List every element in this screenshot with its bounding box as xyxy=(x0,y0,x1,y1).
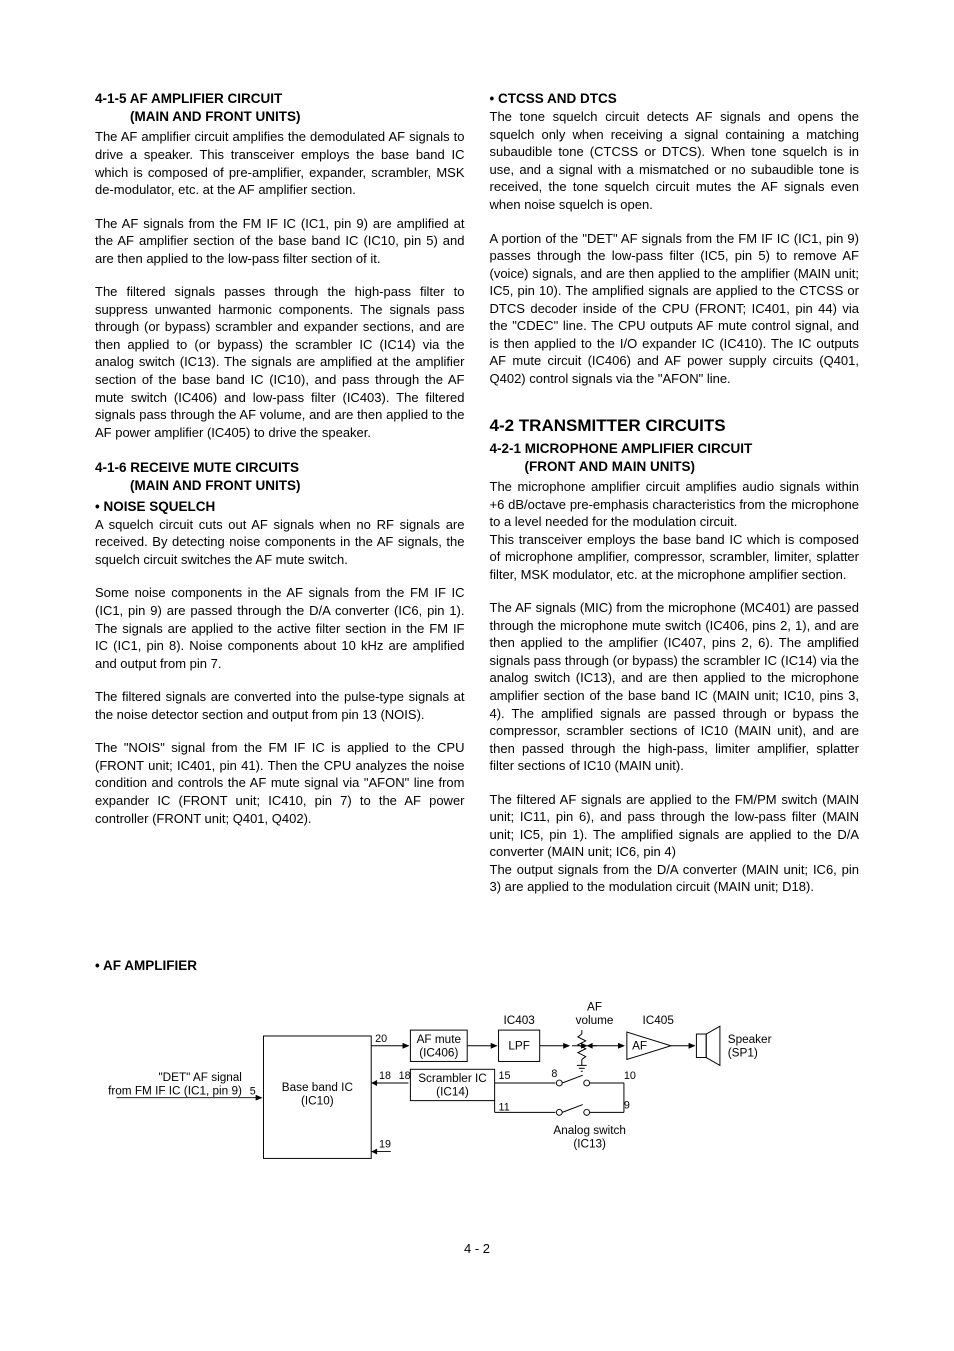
para-4-1-6-1: A squelch circuit cuts out AF signals wh… xyxy=(95,516,465,569)
diagram-pin-18b: 18 xyxy=(399,1070,411,1082)
diagram-pin-5: 5 xyxy=(250,1086,256,1098)
heading-4-2-1: 4-2-1 MICROPHONE AMPLIFIER CIRCUIT (FRON… xyxy=(490,440,860,476)
diagram-pin-15: 15 xyxy=(499,1070,511,1082)
para-4-2-1-2: This transceiver employs the base band I… xyxy=(490,531,860,584)
diagram-scrambler-l2: (IC14) xyxy=(436,1086,469,1099)
para-4-2-1-1: The microphone amplifier circuit amplifi… xyxy=(490,478,860,531)
af-amplifier-block-diagram: "DET" AF signal from FM IF IC (IC1, pin … xyxy=(95,985,859,1181)
diagram-afmute-l1: AF mute xyxy=(417,1033,462,1046)
para-ctcss-1: The tone squelch circuit detects AF sign… xyxy=(490,108,860,213)
heading-4-2-1-main: 4-2-1 MICROPHONE AMPLIFIER CIRCUIT xyxy=(490,441,753,456)
diagram-pin-20: 20 xyxy=(375,1033,387,1045)
diagram-baseband-l2: (IC10) xyxy=(301,1095,334,1108)
diagram-pin-11: 11 xyxy=(499,1101,510,1113)
heading-4-1-5-main: 4-1-5 AF AMPLIFIER CIRCUIT xyxy=(95,91,282,106)
heading-4-1-6-sub: (MAIN AND FRONT UNITS) xyxy=(95,477,465,495)
para-4-2-1-4: The filtered AF signals are applied to t… xyxy=(490,791,860,861)
diagram-speaker-l1: Speaker xyxy=(728,1033,772,1046)
heading-4-1-6: 4-1-6 RECEIVE MUTE CIRCUITS (MAIN AND FR… xyxy=(95,459,465,495)
para-4-2-1-5: The output signals from the D/A converte… xyxy=(490,861,860,896)
diagram-afmute-l2: (IC406) xyxy=(419,1047,458,1060)
para-4-1-5-3: The filtered signals passes through the … xyxy=(95,283,465,441)
diagram-af-amp-label: AF xyxy=(632,1040,647,1053)
diagram-afvol-l1: AF xyxy=(587,1001,602,1014)
heading-4-2: 4-2 TRANSMITTER CIRCUITS xyxy=(490,415,860,437)
diagram-pin-18a: 18 xyxy=(379,1070,391,1082)
diagram-scrambler-l1: Scrambler IC xyxy=(418,1072,487,1085)
para-4-1-5-2: The AF signals from the FM IF IC (IC1, p… xyxy=(95,215,465,268)
left-column: 4-1-5 AF AMPLIFIER CIRCUIT (MAIN AND FRO… xyxy=(95,90,465,912)
diagram-pin-8: 8 xyxy=(551,1068,557,1080)
block-diagram-svg: "DET" AF signal from FM IF IC (IC1, pin … xyxy=(95,985,859,1181)
diagram-speaker-l2: (SP1) xyxy=(728,1047,758,1060)
page-number: 4 - 2 xyxy=(95,1241,859,1256)
diagram-input-label1: "DET" AF signal xyxy=(158,1071,241,1084)
diagram-afvol-l2: volume xyxy=(576,1014,614,1027)
para-ctcss-2: A portion of the "DET" AF signals from t… xyxy=(490,230,860,388)
heading-4-1-5: 4-1-5 AF AMPLIFIER CIRCUIT (MAIN AND FRO… xyxy=(95,90,465,126)
diagram-pin-9: 9 xyxy=(624,1099,630,1111)
diagram-baseband-l1: Base band IC xyxy=(282,1081,354,1094)
para-4-1-6-4: The "NOIS" signal from the FM IF IC is a… xyxy=(95,739,465,827)
heading-ctcss-dtcs: • CTCSS AND DTCS xyxy=(490,90,860,108)
right-column: • CTCSS AND DTCS The tone squelch circui… xyxy=(490,90,860,912)
heading-4-1-5-sub: (MAIN AND FRONT UNITS) xyxy=(95,108,465,126)
diagram-analog-l2: (IC13) xyxy=(573,1138,606,1151)
heading-4-2-1-sub: (FRONT AND MAIN UNITS) xyxy=(490,458,860,476)
para-4-1-6-2: Some noise components in the AF signals … xyxy=(95,584,465,672)
heading-4-1-6-main: 4-1-6 RECEIVE MUTE CIRCUITS xyxy=(95,460,299,475)
diagram-pin-19: 19 xyxy=(379,1139,391,1151)
heading-noise-squelch: • NOISE SQUELCH xyxy=(95,498,465,516)
para-4-2-1-3: The AF signals (MIC) from the microphone… xyxy=(490,599,860,774)
diagram-pin-10: 10 xyxy=(624,1070,636,1082)
diagram-input-label2: from FM IF IC (IC1, pin 9) xyxy=(108,1085,242,1098)
diagram-lpf-label: LPF xyxy=(508,1040,530,1053)
diagram-analog-l1: Analog switch xyxy=(553,1124,626,1137)
diagram-ic405-label: IC405 xyxy=(643,1014,675,1027)
diagram-ic403-label: IC403 xyxy=(503,1014,535,1027)
para-4-1-6-3: The filtered signals are converted into … xyxy=(95,688,465,723)
heading-af-amplifier-diagram: • AF AMPLIFIER xyxy=(95,958,859,973)
para-4-1-5-1: The AF amplifier circuit amplifies the d… xyxy=(95,128,465,198)
